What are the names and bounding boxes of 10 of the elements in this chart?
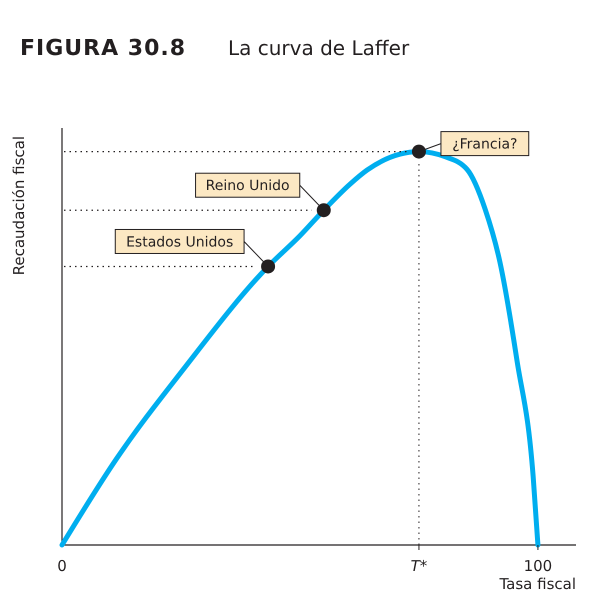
x-axis-title: Tasa fiscal [498,575,576,593]
x-tick-label: 0 [57,557,67,575]
y-axis-title: Recaudación fiscal [10,136,28,276]
annotation: ¿Francia? [452,136,518,153]
chart-title: FIGURA 30.8 [20,36,186,61]
x-tick-label: 100 [524,557,552,575]
chart-subtitle: La curva de Laffer [228,36,410,60]
annotation: Reino Unido [206,178,290,194]
annotation: Estados Unidos [126,234,234,250]
x-tick-label: T* [410,557,428,575]
